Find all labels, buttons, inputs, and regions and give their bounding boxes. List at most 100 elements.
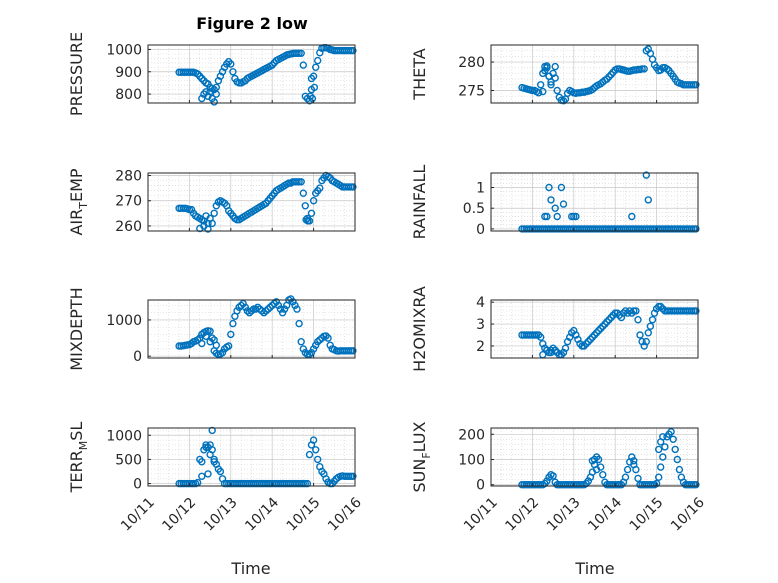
data-point bbox=[297, 178, 305, 186]
data-point bbox=[657, 463, 665, 471]
data-point bbox=[210, 209, 218, 218]
subplot-5: 0 1000 MIXDEPTH bbox=[67, 287, 357, 371]
y-tick-label: 4 bbox=[476, 295, 485, 311]
data-point bbox=[655, 445, 663, 454]
subplot-6: 2 3 4 H2OMIXRA bbox=[410, 286, 700, 372]
y-axis-label: PRESSURE bbox=[67, 32, 86, 116]
data-point bbox=[642, 171, 650, 179]
data-point bbox=[278, 309, 287, 317]
data-point bbox=[301, 202, 309, 210]
data-point bbox=[648, 316, 657, 324]
y-axis-label-tail: LUX bbox=[410, 421, 429, 452]
data-point bbox=[547, 346, 555, 354]
data-point bbox=[621, 473, 630, 481]
data-point bbox=[326, 341, 334, 349]
data-point bbox=[634, 316, 642, 324]
y-tick-label: 260 bbox=[115, 219, 142, 235]
data-point bbox=[305, 450, 314, 459]
data-point bbox=[644, 196, 652, 204]
data-point bbox=[212, 202, 221, 210]
data-point bbox=[349, 347, 357, 355]
data-point bbox=[198, 339, 206, 348]
data-point bbox=[218, 348, 227, 357]
subplot-2: 275 280 THETA bbox=[410, 44, 700, 105]
data-point bbox=[305, 350, 314, 359]
data-point bbox=[669, 435, 677, 443]
data-point bbox=[349, 46, 357, 55]
data-point bbox=[545, 183, 553, 192]
data-point bbox=[644, 329, 652, 337]
data-point bbox=[216, 467, 225, 476]
y-axis-label: MIXDEPTH bbox=[67, 287, 86, 370]
x-tick-label: 10/12 bbox=[502, 495, 542, 535]
data-point bbox=[303, 479, 312, 488]
data-point bbox=[227, 330, 235, 339]
y-axis-label: THETA bbox=[410, 48, 429, 100]
y-axis-label: RAINFALL bbox=[410, 165, 429, 240]
data-point bbox=[280, 305, 289, 313]
data-point bbox=[671, 445, 679, 454]
data-point bbox=[212, 341, 221, 349]
data-point bbox=[293, 305, 301, 313]
data-point bbox=[572, 212, 580, 221]
data-point bbox=[309, 196, 318, 205]
y-axis-label-tail: EMP bbox=[67, 168, 86, 202]
y-axis-label: H2OMIXRA bbox=[410, 286, 429, 372]
data-point bbox=[543, 62, 551, 70]
data-point bbox=[594, 326, 603, 335]
axes-box bbox=[147, 299, 356, 359]
data-point bbox=[299, 345, 307, 353]
data-point bbox=[266, 303, 274, 311]
data-point bbox=[309, 345, 318, 353]
data-point bbox=[675, 465, 684, 474]
y-tick-label: 280 bbox=[115, 169, 142, 185]
data-point bbox=[233, 307, 241, 315]
x-tick-label: 10/11 bbox=[118, 495, 158, 535]
y-axis-label-tail: SL bbox=[67, 422, 86, 441]
data-point bbox=[628, 212, 636, 221]
data-point bbox=[547, 348, 555, 357]
y-tick-label: 500 bbox=[115, 452, 142, 468]
data-point bbox=[547, 81, 555, 89]
y-tick-label: 800 bbox=[115, 87, 142, 103]
y-tick-label: 1000 bbox=[106, 42, 142, 58]
y-tick-label: 200 bbox=[458, 427, 485, 443]
data-point bbox=[208, 426, 216, 435]
x-tick-label: 10/15 bbox=[627, 495, 667, 535]
plot-area bbox=[491, 173, 698, 231]
data-point bbox=[237, 301, 245, 310]
y-tick-label: 900 bbox=[115, 65, 142, 81]
y-tick-label: 100 bbox=[458, 453, 485, 469]
data-point bbox=[198, 472, 206, 480]
y-tick-label: 0 bbox=[476, 222, 485, 238]
data-point bbox=[551, 62, 559, 71]
data-point bbox=[210, 98, 218, 106]
data-point bbox=[634, 474, 642, 483]
data-point bbox=[202, 332, 210, 340]
data-point bbox=[295, 319, 303, 328]
data-point bbox=[316, 184, 324, 192]
data-point bbox=[537, 333, 545, 341]
data-point bbox=[310, 83, 319, 92]
data-point bbox=[299, 189, 307, 197]
subplot-1: 800 900 1000 PRESSURE bbox=[67, 32, 357, 116]
x-tick-label: 10/15 bbox=[284, 495, 324, 535]
data-point bbox=[264, 305, 272, 313]
y-axis-label-main: AIR bbox=[67, 209, 86, 236]
data-point bbox=[632, 307, 640, 315]
data-point bbox=[204, 470, 212, 478]
x-axis-label-right: Time bbox=[574, 559, 614, 578]
data-point bbox=[304, 217, 312, 225]
data-point bbox=[584, 477, 592, 485]
y-axis-label-main: SUN bbox=[410, 459, 429, 493]
data-point bbox=[628, 453, 636, 461]
data-point bbox=[312, 446, 320, 454]
data-point bbox=[553, 86, 561, 95]
y-tick-label: 280 bbox=[458, 55, 485, 71]
data-point bbox=[206, 327, 214, 335]
y-tick-label: 0 bbox=[133, 349, 142, 365]
data-point bbox=[210, 455, 218, 464]
data-point bbox=[212, 90, 221, 98]
data-point bbox=[559, 96, 568, 105]
